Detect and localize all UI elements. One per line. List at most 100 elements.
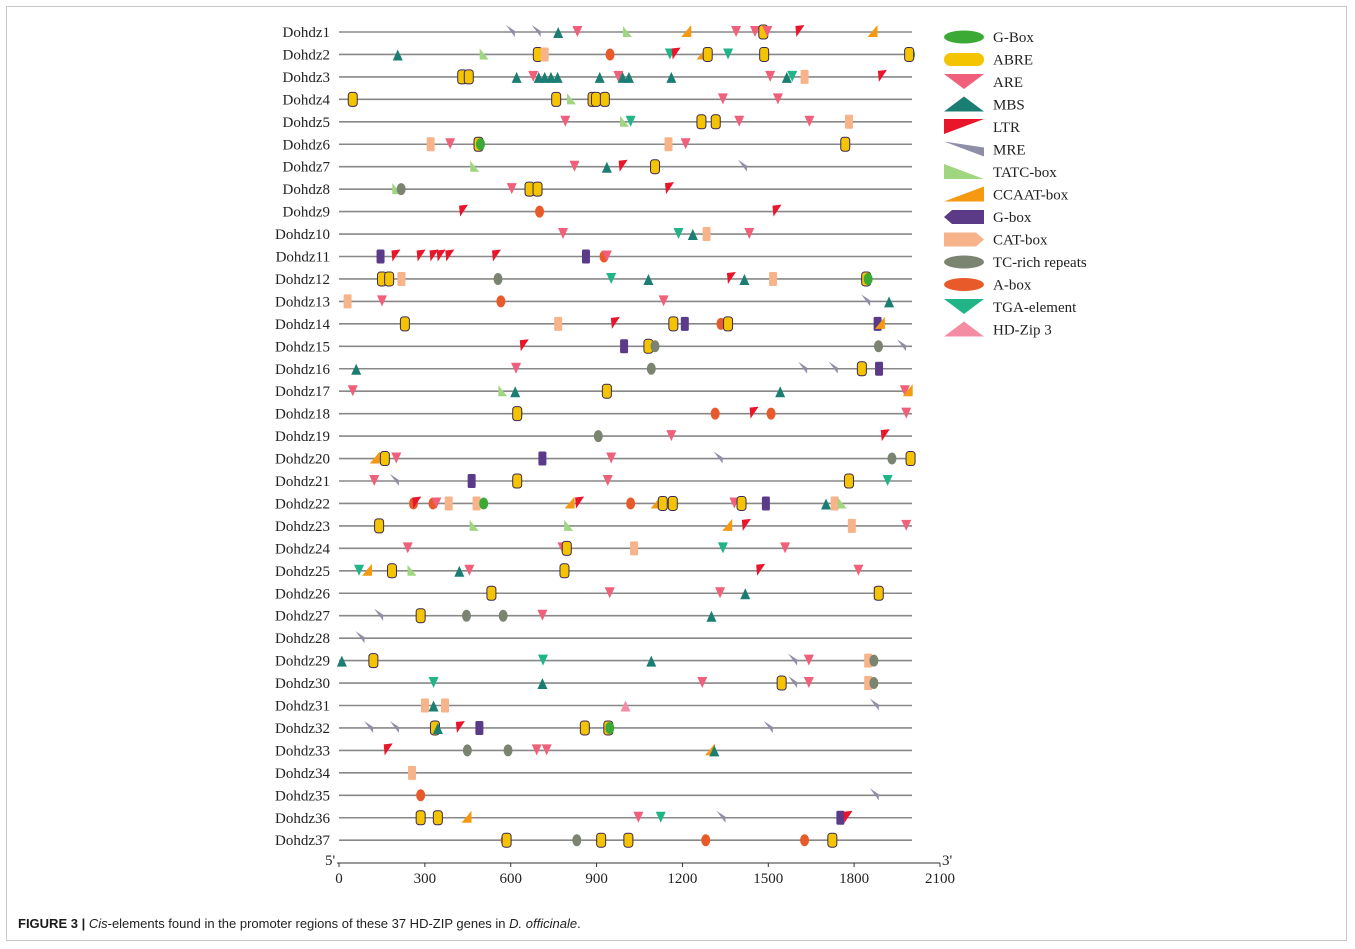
element-mark-abre [561,540,572,556]
element-mark-abre [415,608,426,624]
element-mark-mbs [617,71,628,83]
element-mark-mbs [539,71,550,83]
element-mark-tcrich [493,272,503,285]
element-mark-gbox_c [605,721,615,734]
element-mark-tcrich [873,340,883,353]
gene-label: Dohdz24 [275,541,330,557]
caption-italic-start: Cis [88,916,108,931]
element-mark-ltr [492,249,502,262]
element-mark-ltr [877,69,887,82]
gene-label: Dohdz27 [275,609,330,625]
element-mark-abre [463,69,474,85]
element-mark-cat [864,653,873,668]
element-mark-ccaat [461,810,472,823]
element-mark-ltr [412,496,422,509]
element-mark-are [511,362,522,374]
element-mark-mbs [594,71,605,83]
element-mark-are [537,609,548,621]
element-mark-are [347,385,358,397]
element-mark-are [899,385,910,397]
caption-end: . [577,916,581,931]
element-mark-abre [532,181,543,197]
gene-label: Dohdz9 [283,205,331,221]
gene-label: Dohdz33 [275,743,330,759]
element-mark-are [658,295,669,307]
element-mark-tatc [564,519,574,531]
element-mark-ltr [749,406,759,419]
element-mark-are [666,430,677,442]
element-mark-tga [428,677,439,689]
figure-caption: FIGURE 3 | Cis-elements found in the pro… [18,916,581,931]
element-mark-ltr [772,204,782,217]
element-mark-are [376,295,387,307]
element-mark-abre [905,451,916,467]
element-mark-tga [673,228,684,240]
element-mark-abre [399,316,410,332]
element-mark-ltr [795,25,805,37]
element-mark-tga [723,48,734,60]
element-mark-are [602,475,613,486]
element-mark-tatc [407,564,417,576]
legend-item-are: ARE [944,74,1023,91]
element-mark-mre [389,720,399,733]
element-mark-ccaat [564,496,575,509]
gene-label: Dohdz21 [275,474,330,490]
element-mark-mre [861,294,871,307]
element-mark-ltr [445,249,455,262]
element-mark-tcrich [650,340,660,353]
element-mark-abox [766,407,776,420]
element-mark-are [633,811,644,823]
element-mark-mbs [740,588,751,600]
element-mark-abre [696,114,707,130]
legend-item-tga: TGA-element [944,299,1077,316]
element-mark-mre [798,361,808,374]
element-mark-ltr [610,316,620,329]
element-mark-mbs [821,498,832,510]
element-mark-mre [788,676,798,689]
element-mark-tcrich [498,609,508,622]
element-mark-gbox_l [581,249,590,264]
element-mark-abox [626,497,636,510]
legend-symbol [944,30,984,44]
element-mark-are [391,452,402,464]
gene-label: Dohdz10 [275,227,330,243]
legend-item-gbox_l: G-box [944,210,1032,226]
element-mark-are [803,677,814,689]
legend-item-tcrich: TC-rich repeats [944,255,1087,271]
legend-symbol [944,96,984,112]
element-mark-ltr [756,563,766,576]
element-mark-abre [759,46,770,62]
element-mark-are [431,497,442,509]
element-mark-cat [844,114,853,129]
element-mark-abre [512,406,523,422]
element-mark-mre [389,474,399,486]
element-mark-mbs [454,565,465,577]
element-mark-tatc [622,26,632,37]
element-mark-ccaat [681,25,692,37]
element-mark-are [680,138,691,150]
legend-symbol [944,164,984,179]
element-mark-abre [387,563,398,579]
element-mark-are [558,228,569,240]
element-mark-ltr [575,496,585,509]
legend-item-mbs: MBS [944,96,1025,114]
element-mark-cat [426,137,435,152]
element-mark-are [803,654,814,666]
element-mark-cat [864,676,873,691]
gene-label: Dohdz8 [283,182,331,198]
element-mark-tatc [837,497,847,509]
element-mark-mre [896,339,906,352]
gene-label: Dohdz7 [283,160,331,176]
element-mark-mbs [706,610,717,622]
legend-item-hdzip: HD-Zip 3 [944,321,1052,339]
element-mark-abre [347,91,358,107]
legend-label: TGA-element [993,300,1077,316]
caption-species: D. officinale [509,916,578,931]
element-mark-cat [397,271,406,286]
element-mark-tcrich [396,183,406,196]
element-mark-tcrich [646,362,656,375]
legend-item-tatc: TATC-box [944,164,1057,181]
element-mark-tatc [470,160,480,172]
element-mark-mbs [428,700,439,712]
legend-label: ARE [993,75,1023,91]
